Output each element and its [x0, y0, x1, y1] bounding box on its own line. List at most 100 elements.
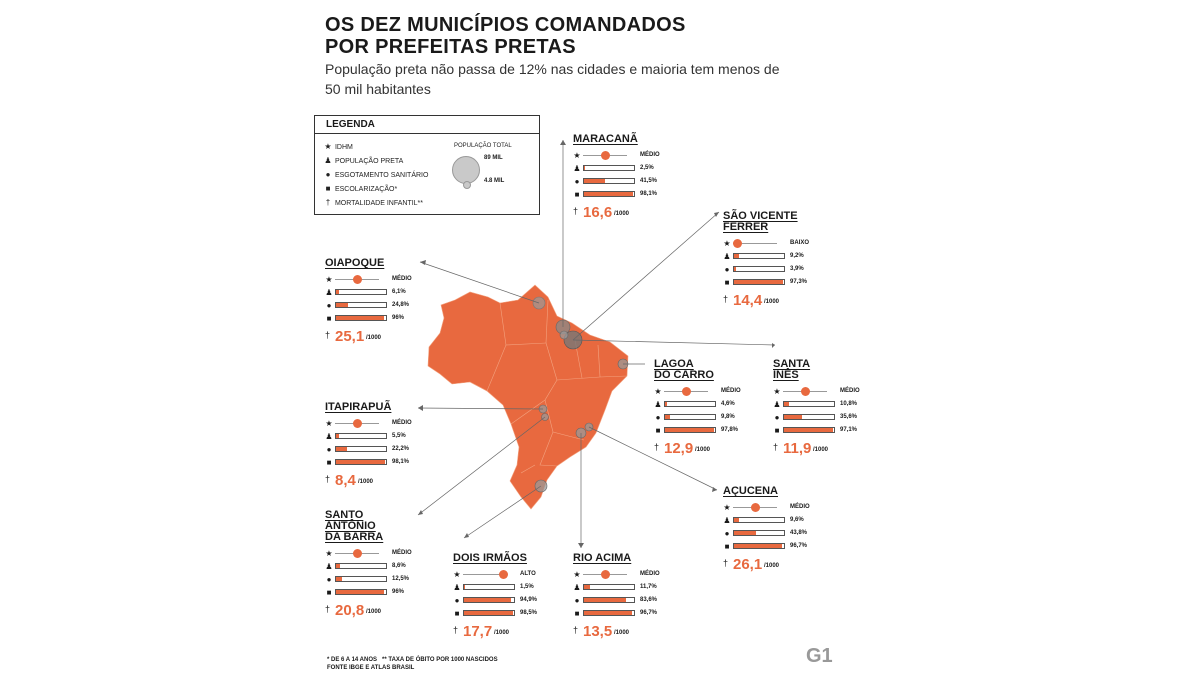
pop-preta-bar — [783, 401, 835, 407]
pop-preta-value: 8,6% — [392, 563, 406, 569]
esgoto-bar-fill — [734, 531, 756, 535]
city-card-maracana: MARACANÃ ★ MÉDIO ♟ 2,5% ● 41,5% ■ 98,1% † 16,6/100… — [573, 133, 660, 222]
pop-preta-value: 5,5% — [392, 433, 406, 439]
pop-preta-row: ♟ 6,1% — [325, 288, 405, 301]
mortalidade-value: 25,1 — [335, 328, 365, 345]
book-icon: ■ — [574, 190, 580, 199]
pop-preta-row: ♟ 9,2% — [723, 252, 803, 265]
city-card-acucena: AÇUCENA ★ MÉDIO ♟ 9,6% ● 43,8% ■ 96,7% † 26,1/1000 — [723, 486, 810, 574]
idhm-row: ★ MÉDIO — [773, 387, 860, 400]
idhm-scale — [335, 419, 379, 428]
legend-circle-small — [463, 181, 471, 189]
pop-preta-bar — [733, 517, 785, 523]
star-icon: ★ — [453, 570, 461, 579]
escola-bar — [463, 610, 515, 616]
escola-bar-fill — [665, 428, 714, 432]
idhm-scale — [733, 239, 777, 248]
city-name: MARACANÃ — [573, 133, 638, 145]
escola-bar-fill — [464, 611, 514, 615]
idhm-row: ★ MÉDIO — [573, 570, 660, 583]
idhm-row: ★ BAIXO — [723, 239, 809, 252]
escola-value: 97,8% — [721, 427, 739, 433]
escola-bar — [783, 427, 835, 433]
esgoto-bar — [583, 178, 635, 184]
pop-preta-value: 9,2% — [790, 253, 804, 259]
escola-row: ■ 96% — [325, 314, 404, 327]
city-name: DOIS IRMÃOS — [453, 552, 527, 564]
star-icon: ★ — [324, 142, 332, 151]
cross-icon: † — [325, 474, 331, 484]
esgoto-value: 22,2% — [392, 446, 410, 452]
cross-icon: † — [573, 206, 579, 216]
esgoto-row: ● 43,8% — [723, 529, 807, 542]
drop-icon: ● — [326, 445, 332, 454]
esgoto-value: 41,5% — [640, 178, 658, 184]
escola-row: ■ 96,7% — [723, 542, 807, 555]
escola-bar — [733, 543, 785, 549]
drop-icon: ● — [326, 575, 332, 584]
page-title: OS DEZ MUNICÍPIOS COMANDADOS POR PREFEIT… — [325, 14, 686, 58]
drop-icon: ● — [724, 265, 730, 274]
mortalidade-value: 13,5 — [583, 623, 613, 640]
legend-item-idhm: ★ IDHM — [324, 142, 353, 151]
mortalidade-row: † 26,1/1000 — [723, 556, 780, 574]
idhm-row: ★ MÉDIO — [723, 503, 810, 516]
book-icon: ■ — [774, 426, 780, 435]
escola-bar — [583, 610, 635, 616]
esgoto-value: 24,8% — [392, 302, 410, 308]
pop-preta-bar-fill — [584, 166, 586, 170]
mortalidade-row: † 13,5/1000 — [573, 623, 631, 641]
mortalidade-unit: /1000 — [366, 609, 382, 615]
escola-value: 96,7% — [640, 610, 658, 616]
cross-icon: † — [654, 442, 660, 452]
esgoto-value: 3,9% — [790, 266, 804, 272]
idhm-value: MÉDIO — [392, 550, 412, 556]
idhm-scale — [335, 549, 379, 558]
cross-icon: † — [723, 558, 729, 568]
city-card-itapirapua: ITAPIRAPUÃ ★ MÉDIO ♟ 5,5% ● 22,2% ■ 98,1% † 8,4/10… — [325, 402, 412, 490]
escola-row: ■ 97,8% — [654, 426, 738, 439]
escola-value: 97,3% — [790, 279, 808, 285]
idhm-dot — [498, 570, 508, 579]
idhm-dot — [353, 549, 362, 558]
esgoto-row: ● 3,9% — [723, 265, 804, 278]
legend-item-esgoto: ● ESGOTAMENTO SANITÁRIO — [323, 170, 429, 181]
person-icon: ♟ — [723, 252, 731, 261]
pop-preta-bar — [335, 289, 387, 295]
escola-bar-fill — [734, 544, 783, 548]
esgoto-row: ● 41,5% — [573, 177, 657, 190]
esgoto-value: 12,5% — [392, 576, 410, 582]
person-icon: ♟ — [573, 164, 581, 173]
person-icon: ♟ — [324, 156, 332, 165]
city-card-oiapoque: OIAPOQUE ★ MÉDIO ♟ 6,1% ● 24,8% ■ 96% † 25,1/1000 — [325, 258, 412, 346]
person-icon: ♟ — [723, 516, 731, 525]
esgoto-row: ● 9,8% — [654, 413, 735, 426]
book-icon: ■ — [326, 458, 332, 467]
mortalidade-unit: /1000 — [764, 563, 780, 569]
footnote-source: FONTE IBGE E ATLAS BRASIL — [327, 665, 415, 671]
book-icon: ■ — [574, 609, 580, 618]
cross-icon: † — [325, 604, 331, 614]
esgoto-bar-fill — [464, 598, 512, 602]
drop-icon: ● — [454, 596, 460, 605]
idhm-dot — [733, 239, 743, 248]
mortalidade-row: † 16,6/1000 — [573, 204, 638, 222]
escola-row: ■ 98,1% — [573, 190, 657, 203]
pop-preta-bar-fill — [584, 585, 590, 589]
legend-population-small: 4.8 MIL — [484, 178, 505, 184]
city-name: LAGOA DO CARRO — [654, 358, 714, 381]
escola-bar-fill — [784, 428, 833, 432]
esgoto-bar — [463, 597, 515, 603]
legend-circle-large — [452, 156, 480, 184]
star-icon: ★ — [325, 419, 333, 428]
cross-icon: † — [453, 625, 459, 635]
city-name: RIO ACIMA — [573, 552, 632, 564]
escola-bar-fill — [584, 611, 633, 615]
escola-value: 96,7% — [790, 543, 808, 549]
mortalidade-row: † 14,4/1000 — [723, 292, 798, 310]
pop-preta-value: 4,6% — [721, 401, 735, 407]
pop-preta-bar-fill — [734, 254, 739, 258]
esgoto-value: 43,8% — [790, 530, 808, 536]
pop-preta-row: ♟ 11,7% — [573, 583, 656, 596]
person-icon: ♟ — [325, 432, 333, 441]
